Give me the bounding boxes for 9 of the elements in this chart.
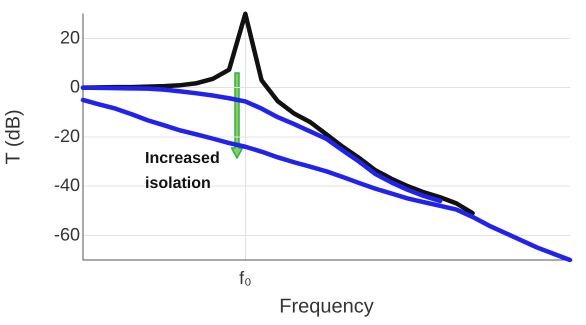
y-tick-label: -60 (54, 224, 80, 244)
y-tick-label: -20 (54, 126, 80, 146)
x-axis-title: Frequency (279, 296, 374, 318)
y-tick-label: 20 (60, 27, 80, 48)
y-axis-title: T (dB) (2, 109, 25, 164)
x-tick-label: f₀ (239, 268, 252, 288)
y-tick-label: 0 (70, 76, 80, 97)
y-tick-label: -40 (54, 175, 80, 196)
annotation: Increased isolation (145, 150, 220, 192)
